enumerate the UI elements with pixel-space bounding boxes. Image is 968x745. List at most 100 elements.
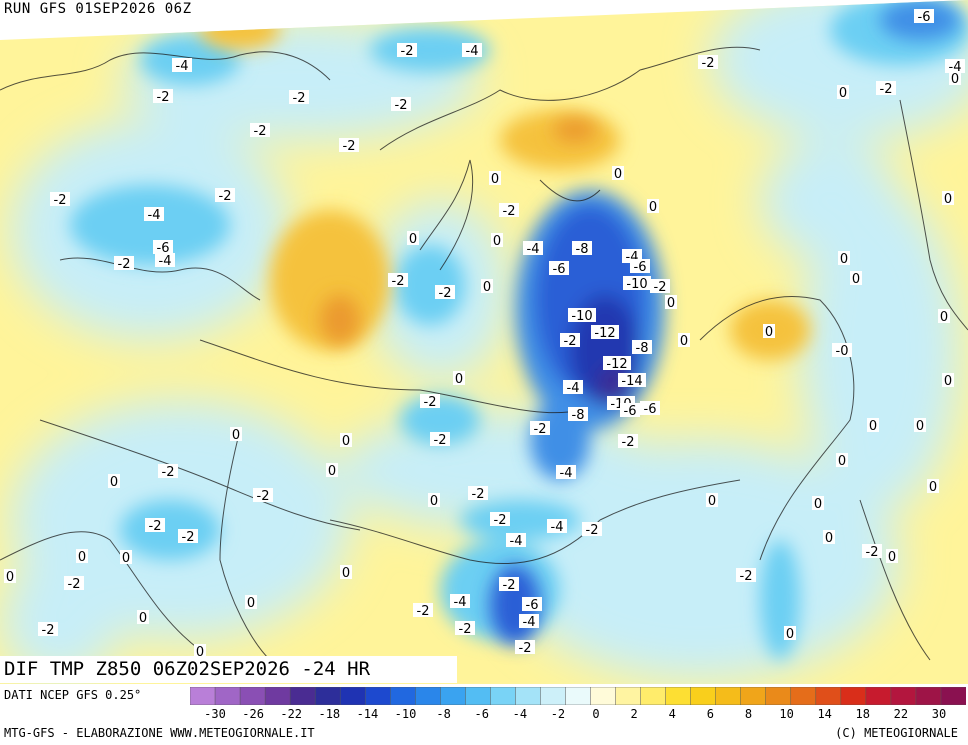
field-title: DIF TMP Z850 06Z02SEP2026 -24 HR xyxy=(0,656,457,683)
contour-label-bg xyxy=(515,640,535,654)
contour-label: 0 xyxy=(929,480,937,495)
contour-label: 0 xyxy=(916,419,924,434)
contour-label: -2 xyxy=(149,519,162,534)
contour-label: -2 xyxy=(519,641,532,656)
contour-label-bg xyxy=(914,418,926,432)
contour-label: 0 xyxy=(814,497,822,512)
colorbar-swatch xyxy=(790,687,817,705)
contour-label: -4 xyxy=(551,520,564,535)
contour-label-bg xyxy=(665,295,677,309)
contour-label: 0 xyxy=(110,475,118,490)
contour-label: -6 xyxy=(624,404,637,419)
colorbar-swatch xyxy=(465,687,492,705)
contour-label-bg xyxy=(137,610,149,624)
contour-label-bg xyxy=(836,453,848,467)
colorbar-swatch xyxy=(515,687,542,705)
contour-label-bg xyxy=(706,493,718,507)
contour-label-bg xyxy=(530,421,550,435)
contour-label: -8 xyxy=(572,408,585,423)
contour-label: -8 xyxy=(636,341,649,356)
colorbar-tick: -2 xyxy=(550,707,566,721)
contour-label: -2 xyxy=(740,569,753,584)
contour-label-bg xyxy=(506,533,526,547)
contour-label-bg xyxy=(640,401,660,415)
contour-label-bg xyxy=(556,465,576,479)
contour-label-bg xyxy=(120,550,132,564)
contour-label: -6 xyxy=(918,10,931,25)
contour-label-bg xyxy=(949,71,961,85)
contour-label-bg xyxy=(850,271,862,285)
colorbar-tick: 10 xyxy=(779,707,794,721)
contour-label: -2 xyxy=(459,622,472,637)
colorbar-swatch xyxy=(540,687,567,705)
contour-label-bg xyxy=(38,622,58,636)
contour-label-bg xyxy=(172,58,192,72)
contour-label: 0 xyxy=(614,167,622,182)
contour-label-bg xyxy=(563,380,583,394)
contour-label: -2 xyxy=(157,90,170,105)
contour-value-labels: -6 -4 -2 -4 -2 -2 -2 -2 -2 -2 0 -2 -4 0 0 0 0 0 -2 -2 -4 -2 0 0… xyxy=(4,9,965,660)
contour-label: 0 xyxy=(944,192,952,207)
contour-label-bg xyxy=(678,333,690,347)
colorbar-swatch xyxy=(840,687,867,705)
contour-label-bg xyxy=(547,519,567,533)
contour-label-bg xyxy=(455,621,475,635)
contour-label-bg xyxy=(568,407,588,421)
contour-label-bg xyxy=(491,233,503,247)
colorbar-tick: -22 xyxy=(280,707,303,721)
contour-label-bg xyxy=(876,81,896,95)
contour-label-bg xyxy=(623,276,651,290)
colorbar-tick: 30 xyxy=(931,707,947,721)
contour-label-bg xyxy=(339,138,359,152)
contour-label-bg xyxy=(428,493,440,507)
contour-label-bg xyxy=(620,403,640,417)
contour-label-bg xyxy=(650,279,670,293)
colorbar-swatch xyxy=(239,687,266,705)
contour-label-bg xyxy=(522,597,542,611)
contour-label-bg xyxy=(886,549,898,563)
contour-label: -6 xyxy=(644,402,657,417)
contour-label-bg xyxy=(523,241,543,255)
contour-label: 0 xyxy=(765,325,773,340)
contour-label: -2 xyxy=(654,280,667,295)
contour-label: -4 xyxy=(148,208,161,223)
contour-label-bg xyxy=(603,356,631,370)
contour-label: -4 xyxy=(527,242,540,257)
contour-label: 0 xyxy=(342,566,350,581)
contour-label: -2 xyxy=(54,193,67,208)
contour-label-bg xyxy=(76,549,88,563)
contour-label-bg xyxy=(253,488,273,502)
colorbar-swatch xyxy=(640,687,667,705)
contour-label-bg xyxy=(407,231,419,245)
contour-label: 0 xyxy=(409,232,417,247)
contour-label: 0 xyxy=(869,419,877,434)
contour-label-bg xyxy=(481,279,493,293)
contour-label: -2 xyxy=(401,44,414,59)
contour-label-bg xyxy=(194,644,206,658)
contour-label-bg xyxy=(450,594,470,608)
contour-label-bg xyxy=(326,463,338,477)
contour-label-bg xyxy=(153,240,173,254)
contour-label: -2 xyxy=(392,274,405,289)
colorbar-swatch xyxy=(890,687,917,705)
contour-label: 0 xyxy=(888,550,896,565)
colorbar-tick: -4 xyxy=(512,707,528,721)
contour-label: -10 xyxy=(626,277,647,292)
contour-label-bg xyxy=(618,434,638,448)
colorbar-swatch xyxy=(615,687,642,705)
colorbar-swatch xyxy=(339,687,366,705)
colorbar-tick-labels: -30 -26 -22 -18 -14 -10 -8 -6 -4 -2 0 2 4 6 8 10 14 18 22 3… xyxy=(190,707,966,723)
contour-label-bg xyxy=(289,90,309,104)
contour-label: -2 xyxy=(439,286,452,301)
contour-label: 0 xyxy=(232,428,240,443)
contour-label-bg xyxy=(430,432,450,446)
contour-label: -4 xyxy=(466,44,479,59)
contour-label: -0 xyxy=(836,344,849,359)
contour-label-bg xyxy=(832,343,852,357)
colorbar-tick: -18 xyxy=(318,707,341,721)
credit-left: MTG-GFS - ELABORAZIONE WWW.METEOGIORNALE… xyxy=(4,726,315,740)
contour-label: 0 xyxy=(196,645,204,660)
contour-label: -2 xyxy=(586,523,599,538)
contour-label-bg xyxy=(499,203,519,217)
contour-label: -4 xyxy=(510,534,523,549)
